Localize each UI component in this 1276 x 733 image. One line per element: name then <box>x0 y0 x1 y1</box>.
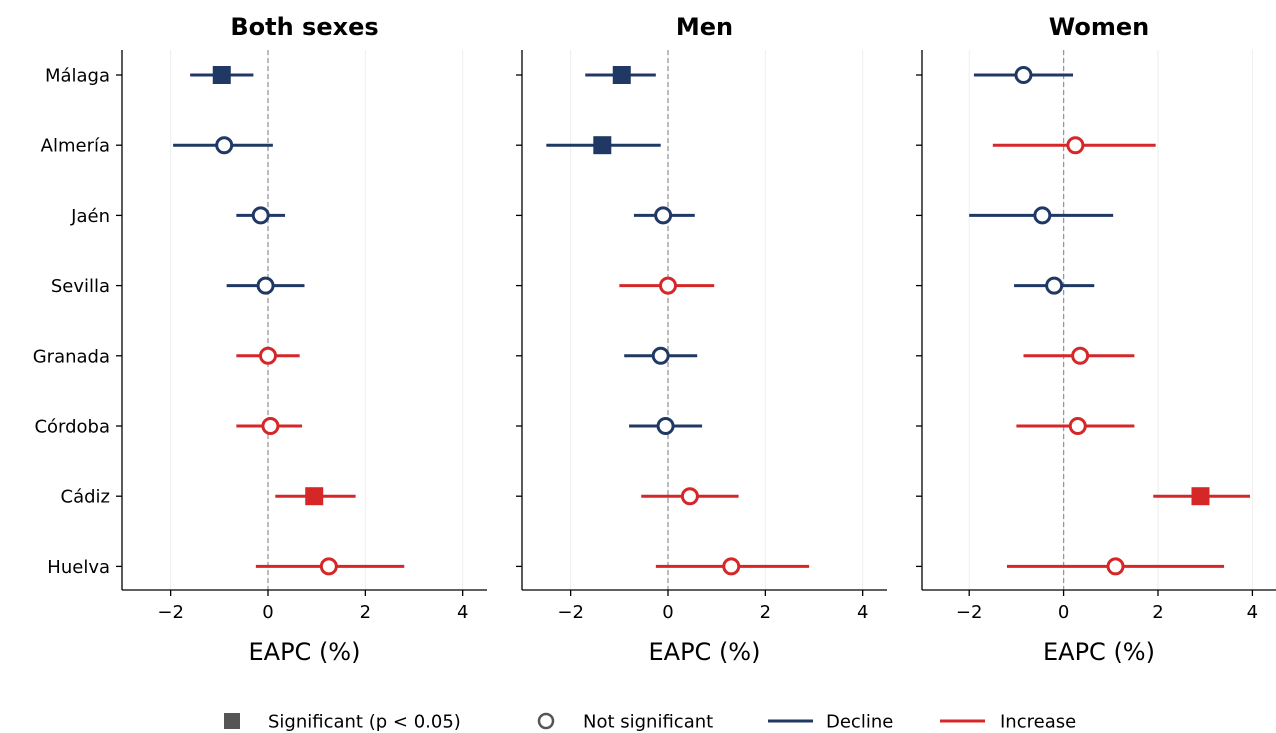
point-malaga <box>585 66 656 84</box>
panel-both-sexes: Both sexes −2 0 2 4 EAPC (%) Málaga Almería Jaén… <box>33 13 487 666</box>
not-significant-marker <box>215 136 234 155</box>
not-significant-marker <box>654 206 673 225</box>
not-significant-marker <box>722 557 741 576</box>
point-sevilla <box>1014 276 1095 295</box>
legend-label: Decline <box>826 712 893 733</box>
x-tick-label: 0 <box>262 602 273 623</box>
point-granada <box>624 346 698 365</box>
not-significant-marker <box>256 276 275 295</box>
not-significant-marker <box>680 487 699 506</box>
legend-square-icon <box>224 713 240 729</box>
not-significant-marker <box>1045 276 1064 295</box>
not-significant-marker <box>1068 417 1087 435</box>
not-significant-marker <box>1066 136 1085 155</box>
panel-women: Women −2 0 2 4 EAPC (%) <box>916 13 1276 666</box>
not-significant-marker <box>656 417 675 435</box>
x-tick-label: −2 <box>557 602 584 623</box>
panel-title: Both sexes <box>230 13 378 41</box>
point-sevilla <box>226 276 305 295</box>
point-almeria <box>173 136 273 155</box>
x-tick-label: 2 <box>360 602 371 623</box>
y-tick-label-sevilla: Sevilla <box>51 276 110 297</box>
y-tick-label-cordoba: Córdoba <box>34 417 110 438</box>
panel-title: Women <box>1049 13 1149 41</box>
point-cadiz <box>275 487 356 506</box>
y-tick-label-granada: Granada <box>33 346 110 367</box>
x-tick-label: 4 <box>457 602 468 623</box>
point-granada <box>236 346 300 365</box>
x-tick-label: 4 <box>857 602 868 623</box>
x-tick-label: 0 <box>662 602 673 623</box>
point-jaen <box>236 206 286 225</box>
not-significant-marker <box>319 557 338 576</box>
point-cadiz <box>641 487 739 506</box>
not-significant-marker <box>651 346 670 365</box>
point-huelva <box>655 557 810 576</box>
y-tick-label-malaga: Málaga <box>45 66 110 87</box>
x-tick-label: 2 <box>760 602 771 623</box>
x-tick-label: −2 <box>956 602 983 623</box>
point-cordoba <box>629 417 703 435</box>
point-huelva <box>1006 557 1225 576</box>
point-jaen <box>633 206 695 225</box>
x-tick-label: 4 <box>1247 602 1258 623</box>
not-significant-marker <box>1014 66 1033 84</box>
not-significant-marker <box>251 206 270 225</box>
chart-panels: Both sexes −2 0 2 4 EAPC (%) Málaga Almería Jaén… <box>33 13 1276 666</box>
legend-item-significant-p-0-05-: Significant (p < 0.05) <box>224 712 461 733</box>
legend-label: Not significant <box>583 712 713 733</box>
point-granada <box>1023 346 1135 365</box>
significant-marker <box>1191 487 1210 506</box>
point-malaga <box>973 66 1074 84</box>
x-tick-label: 2 <box>1152 602 1163 623</box>
y-tick-label-huelva: Huelva <box>47 557 110 578</box>
point-malaga <box>190 66 254 84</box>
legend-item-decline: Decline <box>768 712 893 733</box>
point-almeria <box>546 136 661 155</box>
legend-label: Significant (p < 0.05) <box>268 712 461 733</box>
not-significant-marker <box>1033 206 1052 225</box>
y-tick-label-almeria: Almería <box>41 136 110 157</box>
legend-item-increase: Increase <box>940 712 1076 733</box>
significant-marker <box>212 66 231 84</box>
panel-title: Men <box>676 13 733 41</box>
not-significant-marker <box>261 417 280 435</box>
point-cordoba <box>1016 417 1135 435</box>
not-significant-marker <box>659 276 677 295</box>
significant-marker <box>612 66 631 84</box>
x-axis-label: EAPC (%) <box>649 638 761 666</box>
not-significant-marker <box>1106 557 1125 576</box>
point-huelva <box>255 557 405 576</box>
point-jaen <box>969 206 1114 225</box>
y-tick-label-cadiz: Cádiz <box>61 487 110 508</box>
x-axis-label: EAPC (%) <box>249 638 361 666</box>
point-almeria <box>992 136 1156 155</box>
legend-item-not-significant: Not significant <box>537 712 713 733</box>
not-significant-marker <box>1071 346 1090 365</box>
point-sevilla <box>619 276 715 295</box>
significant-marker <box>305 487 324 506</box>
chart-legend: Significant (p < 0.05) Not significant Dec… <box>224 712 1076 733</box>
significant-marker <box>593 136 612 155</box>
point-cordoba <box>236 417 303 435</box>
x-tick-label: −2 <box>157 602 184 623</box>
panel-men: Men −2 0 2 4 EAPC (%) <box>516 13 887 666</box>
x-axis-label: EAPC (%) <box>1043 638 1155 666</box>
legend-label: Increase <box>1000 712 1076 733</box>
y-tick-label-jaen: Jaén <box>70 206 110 227</box>
legend-circle-icon <box>537 712 555 730</box>
not-significant-marker <box>259 346 277 365</box>
x-tick-label: 0 <box>1058 602 1069 623</box>
point-cadiz <box>1153 487 1251 506</box>
